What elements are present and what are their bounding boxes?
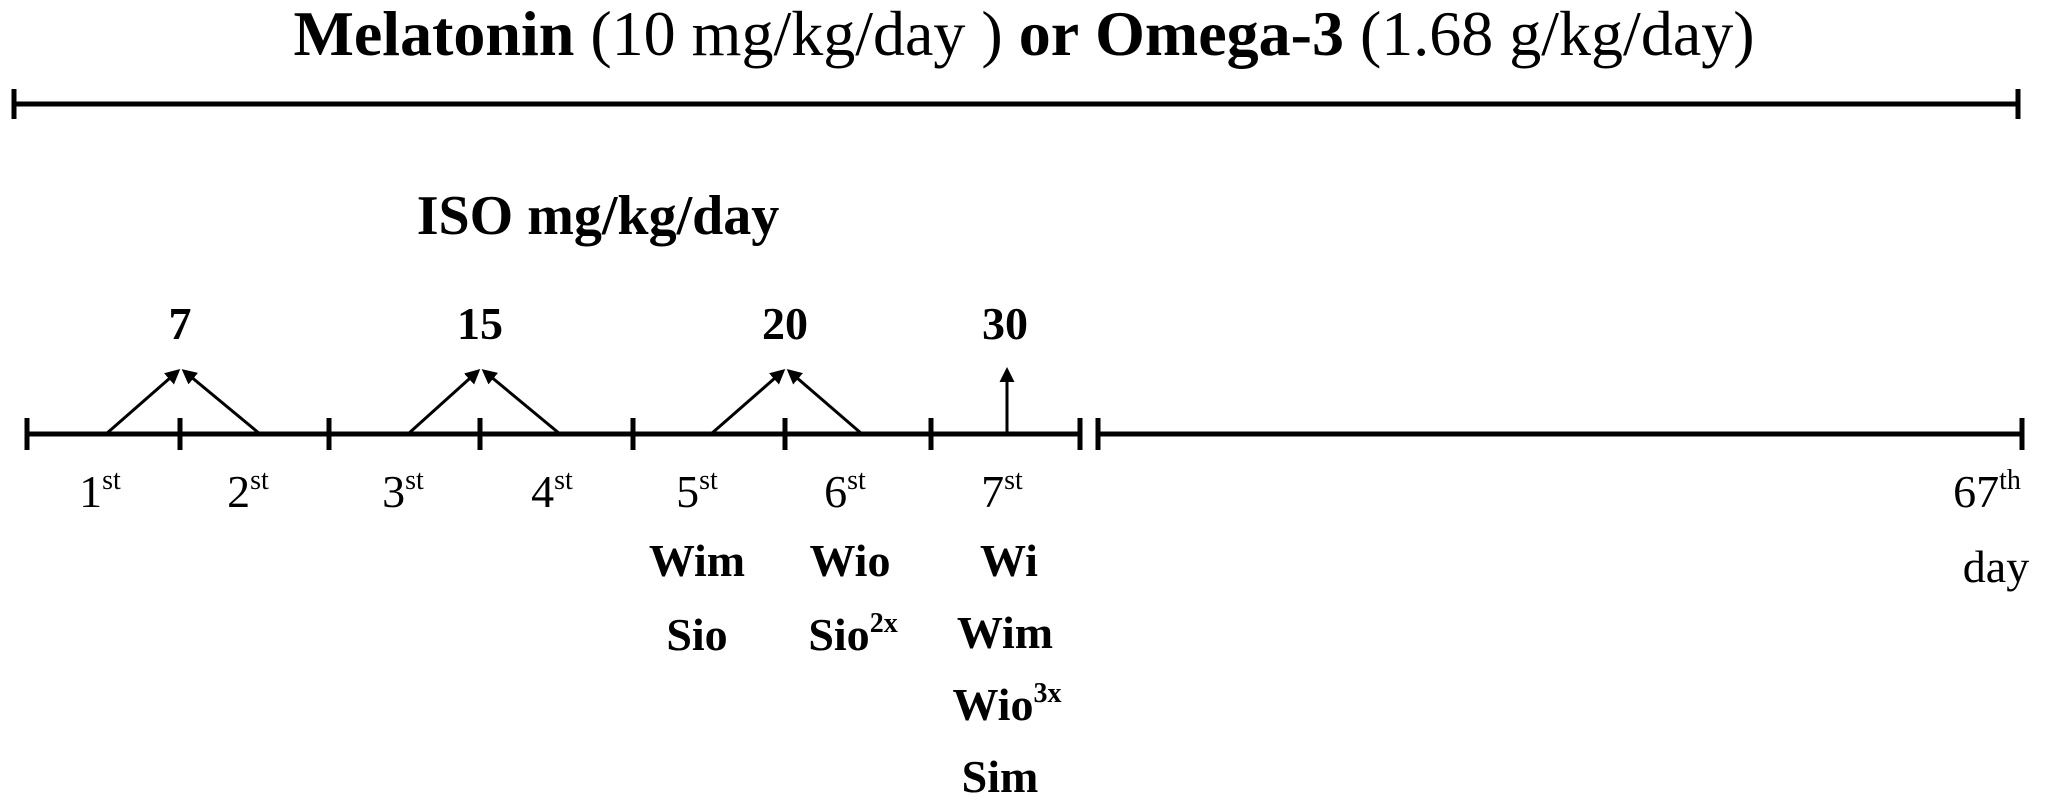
treatment-period-bar (11, 89, 2021, 119)
group-note-sim: Sim (962, 751, 1039, 802)
injection-label-7: 7st (981, 465, 1023, 517)
title-melatonin-dose: (10 mg/kg/day ) (590, 0, 1002, 69)
group-notes-7th: Wi Wim Wio3x Sim (953, 535, 1062, 802)
injection-label-1: 1st (79, 465, 121, 517)
dose-label-30: 30 (982, 298, 1028, 349)
diagram-title: Melatonin (10 mg/kg/day ) or Omega-3 (1.… (293, 0, 1754, 69)
dose-arrows (105, 367, 1015, 436)
group-note-wim: Wim (649, 535, 745, 586)
dose-label-20: 20 (762, 298, 808, 349)
group-note-wio-3x: Wio3x (953, 678, 1062, 730)
group-notes-6th: Wio Sio2x (808, 535, 897, 660)
group-note-wi: Wi (980, 535, 1038, 586)
injection-labels: 1st 2st 3st 4st 5st 6st 7st (79, 465, 1023, 517)
group-notes-5th: Wim Sio (649, 535, 745, 660)
group-note-wim-7: Wim (957, 607, 1053, 658)
dose-label-15: 15 (457, 298, 503, 349)
injection-label-3: 3st (382, 465, 424, 517)
dose-label-7: 7 (169, 298, 192, 349)
group-note-sio: Sio (666, 609, 727, 660)
injection-label-5: 5st (676, 465, 718, 517)
end-day-label: 67th (1953, 465, 2021, 517)
injection-label-6: 6st (824, 465, 866, 517)
group-note-wio: Wio (810, 535, 891, 586)
group-note-sio-2x: Sio2x (808, 608, 897, 660)
injection-label-2: 2st (227, 465, 269, 517)
title-connector: or (1019, 0, 1079, 69)
injection-label-4: 4st (531, 465, 573, 517)
title-melatonin: Melatonin (293, 0, 574, 69)
title-omega3: Omega-3 (1095, 0, 1344, 69)
timeline-axis (24, 418, 2025, 450)
title-omega3-dose: (1.68 g/kg/day) (1360, 0, 1755, 69)
end-day-word: day (1963, 541, 2029, 592)
iso-label: ISO mg/kg/day (417, 185, 780, 247)
